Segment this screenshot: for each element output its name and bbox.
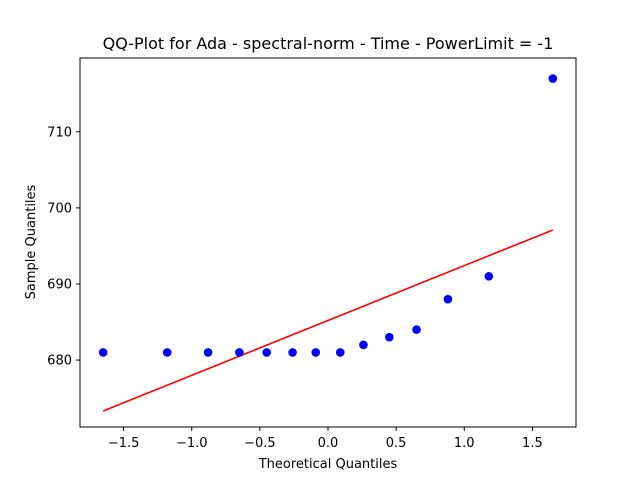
x-tick-label: −1.5 (108, 436, 140, 451)
data-point (335, 348, 345, 357)
data-point (235, 348, 244, 357)
data-point (484, 272, 494, 281)
y-tick-label: 680 (47, 354, 72, 369)
x-axis: −1.5 −1.0 −0.5 0.0 0.5 1.0 1.5 (108, 427, 543, 451)
data-point (262, 348, 271, 357)
data-point (548, 74, 558, 83)
reference-line (102, 229, 554, 412)
data-point (288, 348, 297, 357)
data-point (311, 348, 321, 357)
x-tick-label: 1.0 (454, 436, 475, 451)
chart-title: QQ-Plot for Ada - spectral-norm - Time -… (103, 34, 554, 53)
y-tick-label: 700 (47, 201, 72, 216)
x-tick-label: −0.5 (244, 436, 276, 451)
data-point (385, 332, 394, 342)
y-axis-label: Sample Quantiles (24, 184, 39, 299)
data-point (359, 340, 368, 350)
data-point (162, 348, 172, 357)
data-point (203, 348, 213, 357)
x-tick-label: 1.5 (522, 436, 543, 451)
y-tick-label: 690 (47, 277, 72, 292)
y-axis: 680 690 700 710 (47, 125, 80, 369)
x-tick-label: 0.5 (386, 436, 407, 451)
x-tick-label: 0.0 (318, 436, 339, 451)
y-tick-label: 710 (47, 125, 72, 140)
data-point (98, 348, 108, 357)
x-tick-label: −1.0 (176, 436, 208, 451)
data-point (443, 294, 453, 304)
data-point (412, 325, 421, 334)
x-axis-label: Theoretical Quantiles (258, 457, 398, 472)
